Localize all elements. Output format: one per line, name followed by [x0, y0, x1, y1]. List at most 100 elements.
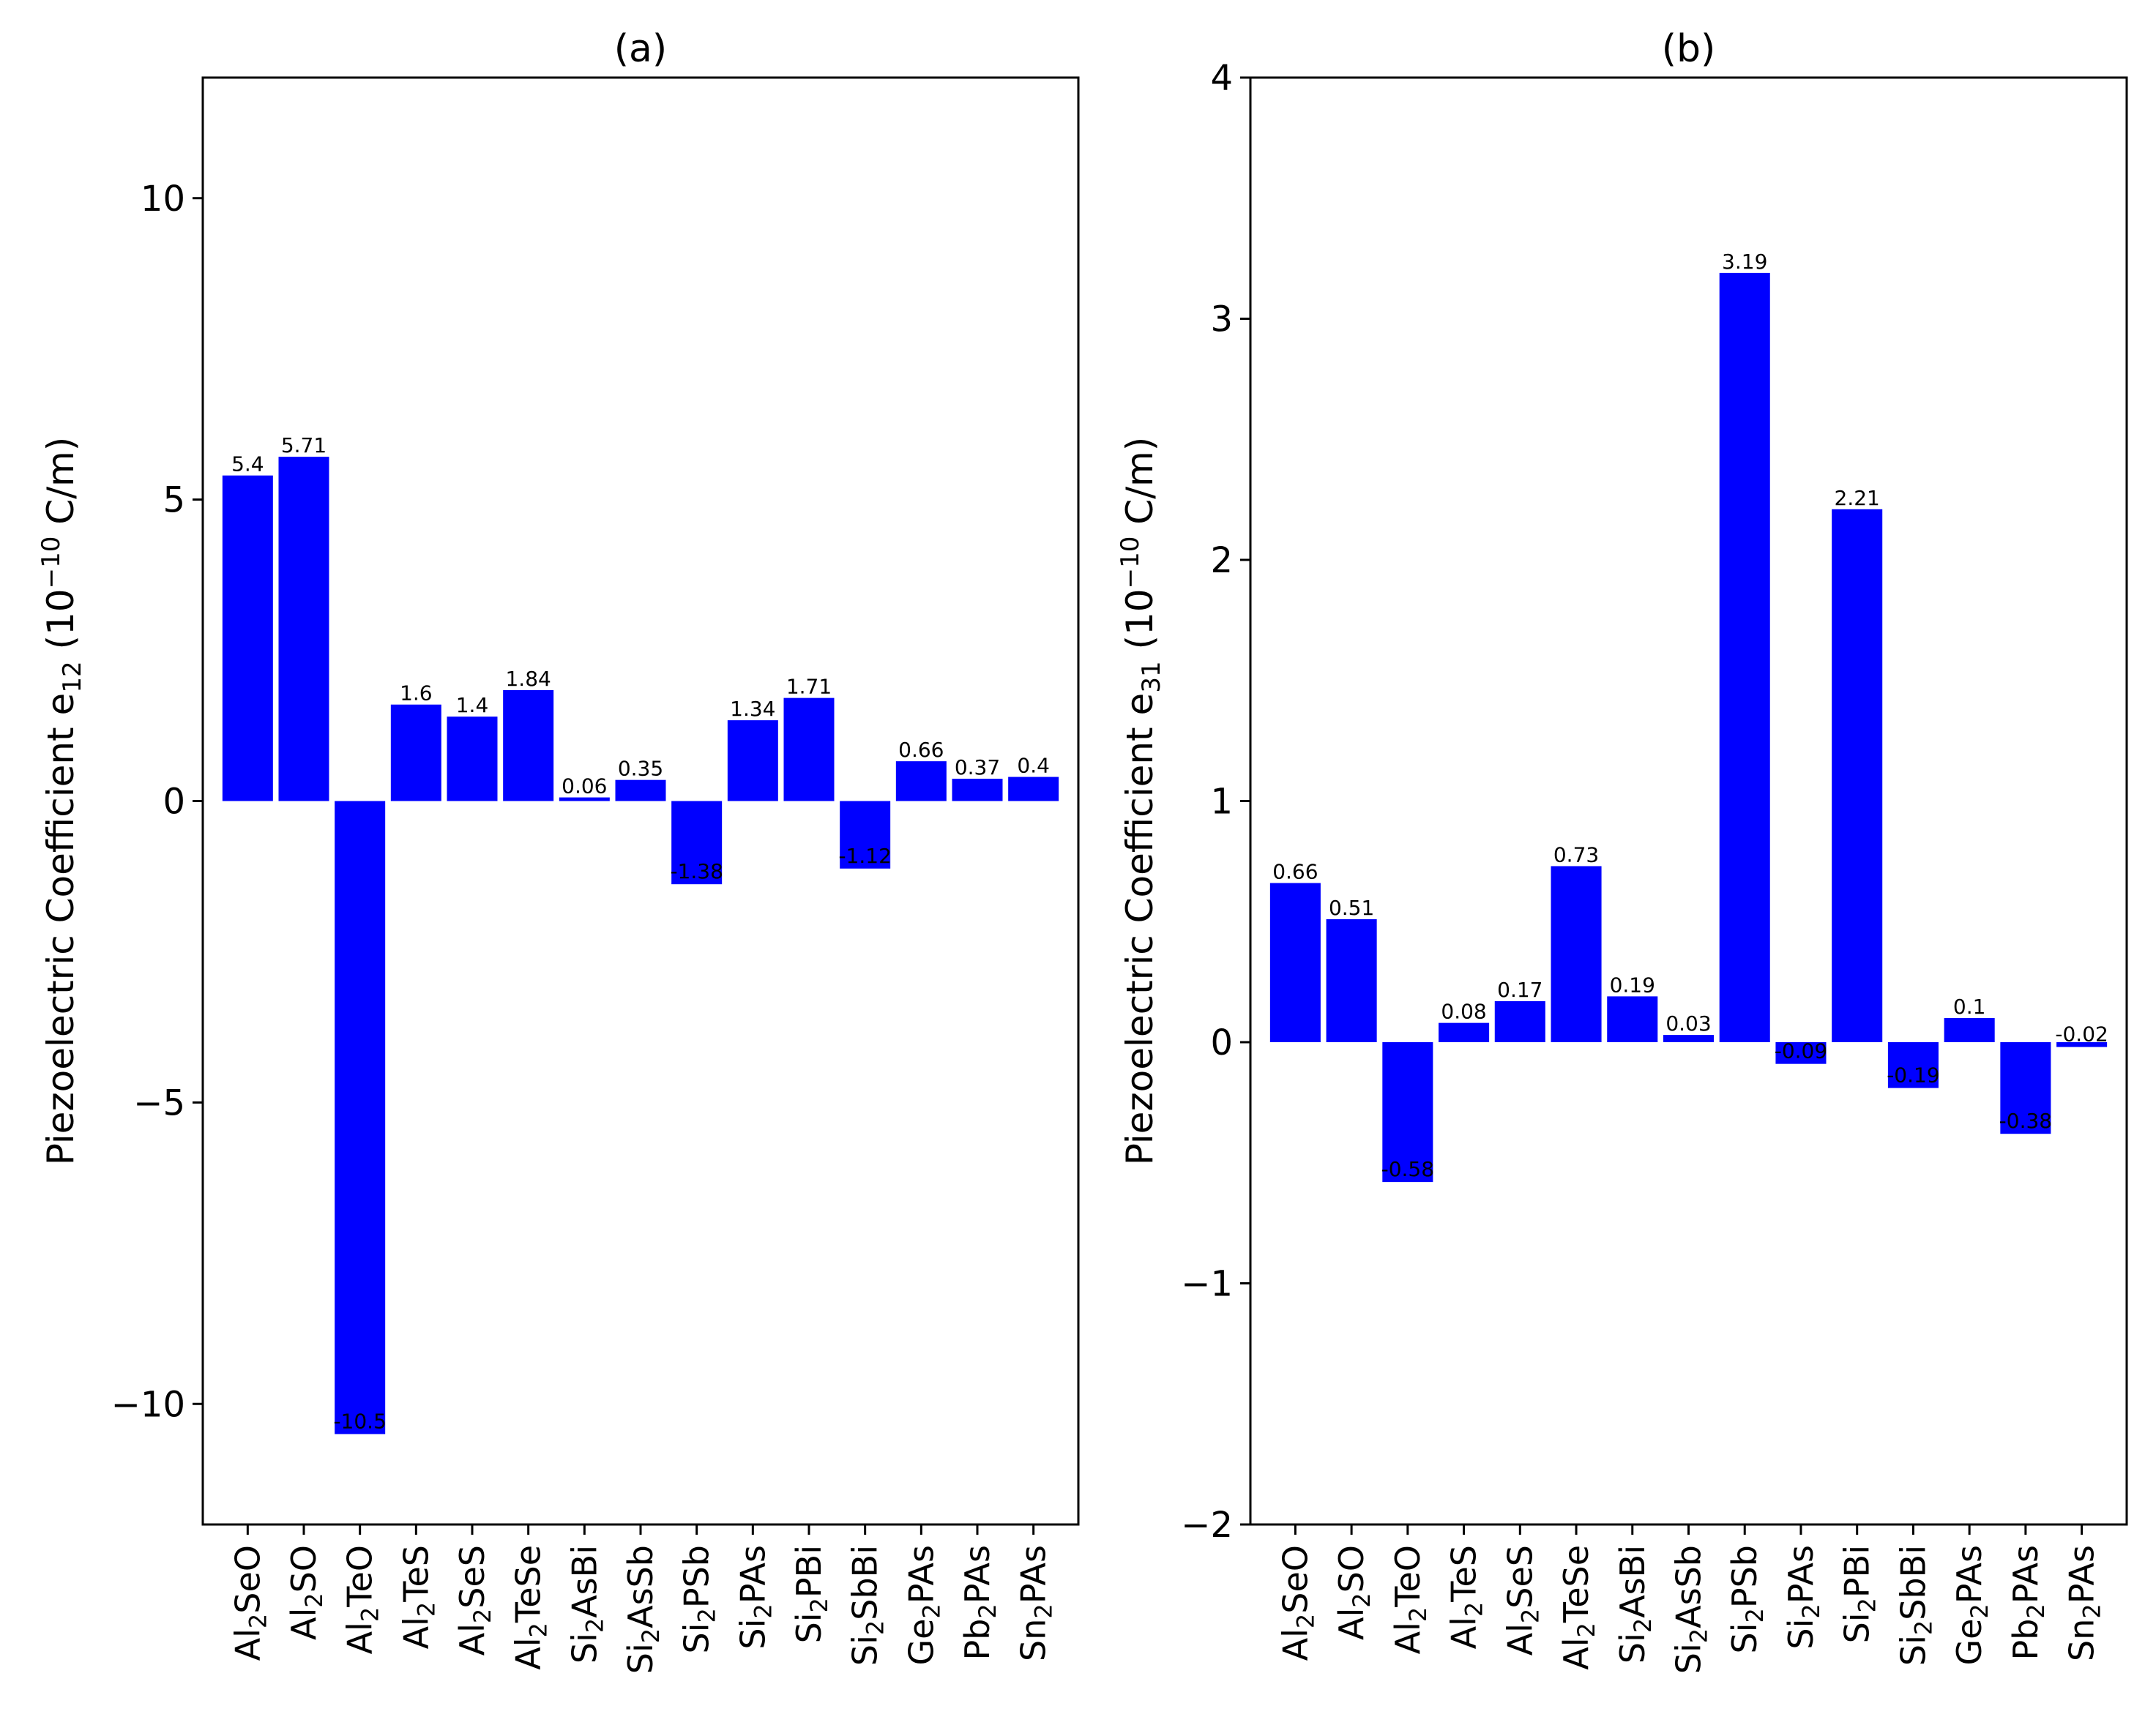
panel-b-ylabel: Piezoelectric Coefficient e31 (10−10 C/m…: [1116, 437, 1166, 1166]
panel-b-bar: [1382, 1042, 1433, 1183]
panel-a-value-label: -1.38: [670, 859, 723, 883]
panel-b-ytick-label: 0: [1210, 1022, 1233, 1063]
panel-b-category-label-part: SO: [1332, 1545, 1371, 1593]
panel-b-value-label: 2.21: [1835, 486, 1880, 510]
panel-a-bar: [222, 475, 273, 801]
panel-a-category-label-part: 2: [974, 1604, 1001, 1618]
panel-a-ytick-label: 5: [163, 480, 185, 521]
panel-b-category-label-part: PBi: [1838, 1545, 1877, 1598]
panel-a-category-label-part: Si: [733, 1619, 772, 1650]
panel-a-category-label-part: 2: [693, 1608, 721, 1623]
panel-b-category-label-part: Al: [1556, 1637, 1596, 1669]
panel-a-category-label: Si2AsSb: [621, 1545, 665, 1674]
panel-a-category-label-part: Al: [396, 1617, 436, 1649]
panel-b-category-label-part: Al: [1444, 1617, 1484, 1649]
panel-b-category-label-part: Si: [1669, 1643, 1709, 1674]
panel-b-category-label-part: 2: [2078, 1604, 2106, 1618]
panel-b-ylabel-superscript: −10: [1116, 536, 1145, 589]
panel-b-bar: [1439, 1022, 1490, 1042]
panel-b-category-label-part: TeS: [1444, 1545, 1484, 1603]
panel-b-category-label-part: Al: [1332, 1608, 1371, 1640]
panel-a-value-label: -1.12: [838, 844, 891, 868]
panel-b-category-label: Si2PAs: [1781, 1545, 1825, 1650]
panel-a-value-label: 0.66: [898, 738, 944, 762]
panel-b-ylabel-prefix: Piezoelectric Coefficient e: [1119, 693, 1161, 1166]
panel-b-category-label-part: Si: [1838, 1612, 1877, 1643]
panel-a-category-label-part: PBi: [789, 1545, 829, 1598]
panel-a-category-label-part: 2: [749, 1604, 777, 1618]
panel-a-category-label-part: 2: [469, 1609, 496, 1623]
panel-a-value-label: 5.71: [281, 433, 327, 457]
panel-a-category-label: Ge2PAs: [901, 1545, 945, 1666]
panel-a-value-label: 0.37: [955, 755, 1000, 779]
panel-a-category-label-part: Si: [677, 1623, 717, 1654]
panel-b-category-label-part: Si: [1725, 1623, 1764, 1654]
panel-b-category-label: Si2AsSb: [1669, 1545, 1713, 1674]
panel-a-ylabel-suffix: C/m): [40, 437, 82, 536]
panel-b-category-label: Sn2PAs: [2062, 1545, 2106, 1661]
panel-a-title: (a): [614, 27, 667, 71]
panel-b-ylabel-middle: (10: [1119, 588, 1161, 661]
panel-a-value-label: 1.6: [400, 681, 433, 706]
panel-b-category-label-part: Al: [1500, 1623, 1540, 1655]
panel-a-value-label: 0.35: [618, 757, 663, 781]
panel-a-ytick-label: −10: [111, 1384, 185, 1425]
panel-b-category-label-part: 2: [1685, 1628, 1712, 1643]
panel-a-value-label: 5.4: [231, 452, 264, 476]
panel-a-category-label-part: Al: [228, 1628, 267, 1661]
panel-a-bar: [559, 797, 610, 801]
panel-a-category-label-part: 2: [805, 1598, 833, 1612]
panel-b-category-label-part: 2: [1909, 1620, 1937, 1635]
panel-a-category-label: Al2SeO: [228, 1545, 272, 1661]
panel-a-bar: [615, 779, 666, 801]
panel-b-value-label: 0.19: [1610, 973, 1655, 997]
panel-a-ylabel: Piezoelectric Coefficient e12 (10−10 C/m…: [37, 437, 87, 1166]
panel-b-category-label: Al2TeO: [1388, 1545, 1432, 1654]
panel-b-value-label: -0.58: [1381, 1157, 1434, 1181]
panel-b-bar: [1719, 272, 1770, 1042]
panel-b-ytick-label: −1: [1181, 1264, 1233, 1305]
panel-a-category-label-part: Si: [846, 1635, 885, 1666]
panel-b-ytick-label: 2: [1210, 540, 1233, 581]
panel-b-category-label-part: AsBi: [1613, 1545, 1652, 1618]
panel-b-bar: [1663, 1035, 1715, 1042]
panel-a-category-label-part: TeS: [396, 1545, 436, 1603]
panel-b-bar: [1775, 1042, 1827, 1064]
panel-a-category-label-part: 2: [637, 1628, 665, 1643]
panel-a-ylabel-middle: (10: [40, 588, 82, 661]
panel-a-category-label-part: SO: [284, 1545, 324, 1593]
panel-b-ytick-label: 1: [1210, 782, 1233, 823]
panel-b-category-label: Al2SO: [1332, 1545, 1376, 1640]
panel-b-category-label-part: Ge: [1950, 1619, 1989, 1666]
panel-a-category-label-part: 2: [244, 1614, 272, 1628]
panel-a-category-label-part: Al: [284, 1608, 324, 1640]
panel-a-ytick-label: −5: [133, 1082, 185, 1123]
panel-b-bar: [1494, 1000, 1545, 1042]
panel-b-category-label-part: PSb: [1725, 1545, 1764, 1608]
panel-a-category-label-part: 2: [525, 1623, 553, 1637]
panel-b-ylabel-subscript: 31: [1137, 661, 1166, 692]
panel-b-category-label-part: TeO: [1388, 1545, 1428, 1608]
panel-b-category-label: Al2SeS: [1500, 1545, 1544, 1655]
panel-b-bar: [1326, 918, 1377, 1042]
panel-a-value-label: 0.4: [1017, 754, 1050, 778]
panel-b-category-label-part: SeS: [1500, 1545, 1540, 1609]
panel-b-category-label: Al2TeS: [1444, 1545, 1488, 1649]
panel-b-category-label-part: 2: [1573, 1623, 1600, 1637]
panel-a-ytick-label: 0: [163, 782, 185, 823]
panel-a-category-label-part: 2: [581, 1618, 608, 1633]
panel-b-bar: [2056, 1042, 2108, 1047]
panel-a-value-label: 1.34: [730, 697, 775, 721]
panel-a-category-label: Al2TeSe: [509, 1545, 553, 1670]
panel-b-category-label: Ge2PAs: [1950, 1545, 1993, 1666]
panel-b-bar: [1944, 1018, 1995, 1042]
panel-b-bar: [2000, 1042, 2051, 1134]
panel-a-category-label-part: PAs: [901, 1545, 941, 1604]
panel-a-category-label-part: Sn: [1014, 1619, 1053, 1661]
panel-a-category-label-part: PSb: [677, 1545, 717, 1608]
panel-a-ytick-label: 10: [141, 179, 185, 220]
panel-b-value-label: 0.17: [1497, 978, 1542, 1002]
panel-b-category-label-part: 2: [1516, 1609, 1544, 1623]
panel-b-value-label: 0.08: [1441, 1000, 1486, 1024]
